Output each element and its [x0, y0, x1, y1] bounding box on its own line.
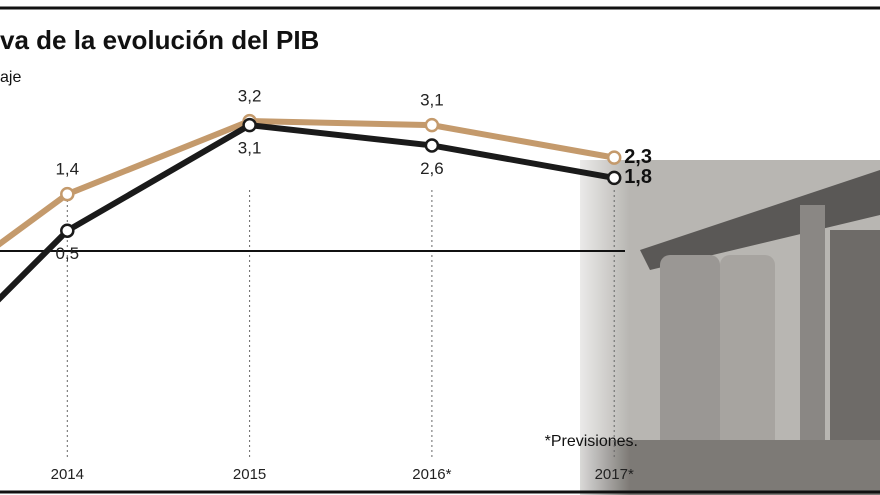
- data-point: [424, 138, 440, 153]
- x-tick-label: 2014: [51, 466, 84, 483]
- value-label: 2,6: [420, 159, 444, 178]
- data-point: [60, 186, 75, 202]
- x-tick-label: 2016*: [412, 466, 451, 483]
- value-label: 3,2: [238, 87, 262, 106]
- data-point: [60, 223, 75, 238]
- data-point: [606, 150, 622, 165]
- x-tick-label: 2015: [233, 466, 266, 483]
- value-label: 1,4: [55, 160, 79, 179]
- value-label: 1,8: [624, 166, 652, 188]
- annotation: *Previsiones.: [545, 433, 638, 450]
- x-tick-label: 2017*: [595, 466, 634, 483]
- value-label: 2,3: [624, 146, 652, 168]
- value-label: 0,5: [55, 244, 79, 263]
- series-line: [0, 122, 615, 303]
- chart-subtitle: aje: [0, 69, 21, 86]
- background-photo: [560, 150, 880, 495]
- series-line: [0, 118, 615, 248]
- data-point: [242, 117, 257, 133]
- data-point: [606, 170, 622, 186]
- chart-title: va de la evolución del PIB: [0, 25, 319, 55]
- value-label: 3,1: [238, 139, 262, 158]
- data-point: [424, 117, 440, 133]
- value-label: 3,1: [420, 91, 444, 110]
